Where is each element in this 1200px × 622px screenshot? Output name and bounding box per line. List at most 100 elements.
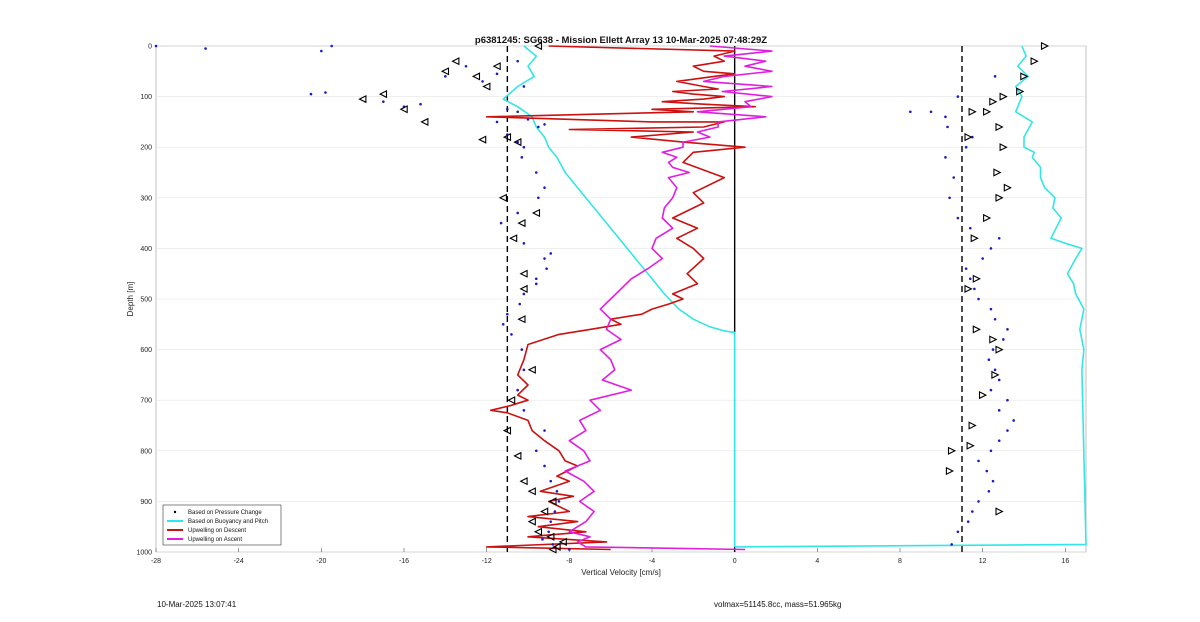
pressure-dot-descent — [553, 510, 557, 513]
pressure-dot-ascent — [981, 257, 984, 260]
pressure-dot-ascent — [944, 156, 947, 159]
y-tick-label: 100 — [140, 94, 152, 101]
triangle-marker — [995, 507, 1004, 516]
x-tick-label: 0 — [733, 558, 737, 565]
triangle-marker — [478, 135, 487, 144]
x-tick-label: -20 — [316, 558, 326, 565]
triangle-marker — [519, 269, 528, 278]
triangle-marker — [540, 507, 549, 516]
triangle-marker — [993, 168, 1002, 177]
pressure-dot-descent — [551, 543, 555, 546]
pressure-dot-ascent — [1006, 328, 1009, 331]
pressure-dot-descent — [518, 302, 522, 306]
pressure-dot-ascent — [977, 459, 980, 463]
triangle-marker — [983, 107, 992, 116]
triangle-marker — [517, 315, 526, 324]
pressure-dot-descent — [534, 282, 538, 286]
legend-entry: Based on Pressure Change — [188, 510, 262, 516]
triangle-marker — [995, 345, 1004, 354]
triangle-marker — [947, 446, 957, 455]
pressure-dot-ascent — [973, 287, 976, 291]
triangle-marker — [507, 396, 516, 405]
triangle-marker — [519, 477, 528, 486]
triangle-marker — [999, 92, 1008, 101]
y-tick-label: 0 — [148, 44, 152, 51]
pressure-dot-ascent — [989, 247, 993, 250]
y-tick-label: 700 — [140, 398, 152, 405]
pressure-dot-descent — [464, 64, 468, 68]
footer-timestamp: 10-Mar-2025 13:07:41 — [157, 600, 237, 609]
pressure-dot-descent — [204, 47, 207, 50]
y-tick-label: 400 — [140, 246, 152, 253]
series-upwelling-descent-line — [485, 45, 757, 551]
triangle-marker — [519, 284, 528, 293]
triangle-marker — [513, 138, 522, 147]
pressure-dot-ascent — [971, 510, 974, 513]
x-tick-label: 8 — [898, 558, 902, 565]
pressure-dot-descent — [495, 120, 499, 124]
series-buoyancy-descent-line — [502, 45, 736, 547]
pressure-dot-descent — [481, 80, 484, 83]
pressure-dot-descent — [330, 44, 333, 48]
pressure-dot-descent — [543, 429, 546, 432]
legend-entry: Upwelling on Ascent — [188, 537, 242, 543]
triangle-marker — [1016, 87, 1025, 96]
triangle-marker — [968, 107, 977, 116]
pressure-dot-descent — [555, 489, 559, 493]
triangle-marker — [527, 487, 536, 496]
pressure-dot-descent — [309, 92, 313, 96]
triangle-marker — [548, 497, 557, 506]
triangle-marker — [995, 193, 1004, 202]
triangle-marker — [420, 117, 429, 126]
triangle-marker — [451, 57, 460, 66]
pressure-dot-ascent — [997, 236, 1001, 240]
pressure-dot-descent — [516, 388, 519, 392]
pressure-dot-descent — [537, 196, 540, 200]
triangle-marker — [502, 133, 512, 142]
x-tick-label: -16 — [399, 558, 409, 565]
pressure-dot-ascent — [997, 439, 1001, 442]
pressure-dot-ascent — [946, 125, 949, 129]
pressure-dot-descent — [522, 368, 526, 372]
pressure-dot-ascent — [987, 358, 991, 362]
triangle-marker — [968, 421, 977, 430]
triangle-marker — [970, 234, 979, 243]
triangle-marker — [358, 95, 367, 104]
triangle-marker — [1020, 72, 1029, 81]
x-tick-label: -24 — [234, 558, 244, 565]
pressure-dot-ascent — [977, 500, 980, 503]
marker-layer — [154, 41, 1050, 554]
y-tick-label: 500 — [140, 297, 152, 304]
x-tick-label: -8 — [566, 558, 572, 565]
pressure-dot-ascent — [977, 297, 980, 301]
pressure-dot-ascent — [956, 530, 960, 534]
series-buoyancy-ascent-line — [734, 45, 1087, 548]
pressure-dot-descent — [568, 548, 571, 551]
pressure-dot-ascent — [993, 75, 997, 78]
pressure-dot-descent — [543, 186, 546, 189]
pressure-dot-descent — [522, 242, 526, 245]
triangle-marker — [964, 284, 973, 293]
pressure-dot-ascent — [964, 267, 968, 270]
chart-title: p6381245: SG638 - Mission Ellett Array 1… — [475, 35, 767, 46]
triangle-marker — [972, 325, 981, 334]
pressure-dot-descent — [522, 292, 526, 296]
triangle-marker — [964, 133, 973, 142]
triangle-marker — [1040, 41, 1050, 51]
series-layer — [485, 45, 1087, 551]
y-tick-label: 800 — [140, 448, 152, 455]
triangle-marker — [482, 82, 491, 91]
pressure-dot-descent — [534, 449, 538, 453]
pressure-dot-descent — [444, 75, 447, 78]
pressure-dot-descent — [526, 118, 530, 121]
legend-entry: Based on Buoyancy and Pitch — [188, 519, 268, 525]
legend: Based on Pressure Change Based on Buoyanc… — [162, 504, 282, 546]
triangle-marker — [548, 545, 557, 554]
pressure-dot-ascent — [1006, 429, 1009, 432]
triangle-marker — [999, 143, 1008, 152]
pressure-dot-descent — [516, 211, 519, 215]
pressure-dot-descent — [520, 348, 524, 351]
y-tick-label: 1000 — [136, 550, 152, 557]
pressure-dot-descent — [522, 145, 526, 149]
